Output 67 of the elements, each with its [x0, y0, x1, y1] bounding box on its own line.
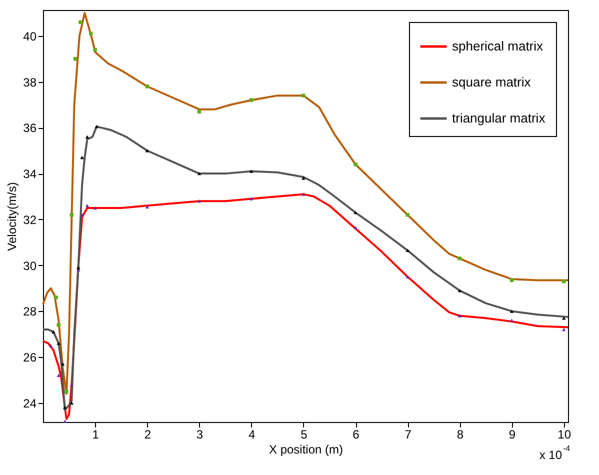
point — [93, 206, 97, 210]
x-tick-label: 4 — [248, 428, 256, 442]
x-tick-label: 8 — [456, 428, 464, 442]
point — [406, 248, 410, 252]
x-tick-label: 5 — [300, 428, 308, 442]
point — [60, 362, 65, 366]
point — [85, 204, 90, 208]
y-tick-label: 40 — [23, 29, 37, 44]
point — [458, 288, 462, 292]
point — [70, 401, 74, 405]
x-tick-label: 3 — [196, 428, 204, 442]
point — [406, 212, 410, 217]
y-tick-label: 32 — [23, 212, 37, 227]
point — [52, 330, 56, 334]
point — [354, 226, 358, 230]
y-tick-label: 38 — [23, 75, 37, 90]
legend-label: square matrix — [452, 74, 532, 90]
point — [93, 48, 97, 52]
point — [354, 162, 358, 166]
point — [302, 192, 306, 196]
x-tick-label: 2 — [144, 428, 152, 442]
point — [197, 172, 202, 176]
y-tick-label: 36 — [23, 121, 37, 136]
y-axis-title: Velocity(m/s) — [5, 182, 20, 251]
point — [302, 94, 306, 98]
point — [458, 256, 462, 260]
point — [145, 205, 150, 208]
point — [80, 156, 84, 160]
point — [64, 390, 68, 394]
point — [510, 310, 514, 313]
point — [85, 135, 90, 138]
point — [510, 318, 514, 322]
y-tick-label: 28 — [23, 304, 37, 319]
point — [145, 84, 150, 88]
point — [197, 199, 202, 203]
point — [406, 275, 410, 278]
line-series — [42, 126, 569, 411]
point — [249, 170, 254, 173]
x-tick-label: 9 — [508, 428, 516, 442]
point — [56, 323, 60, 327]
point — [89, 32, 93, 36]
point — [94, 124, 99, 128]
point — [63, 406, 67, 410]
point — [302, 176, 306, 180]
x-axis-title: X position (m) — [268, 442, 344, 456]
point — [562, 316, 566, 320]
point — [354, 210, 358, 214]
y-tick-label: 30 — [23, 258, 37, 273]
point — [78, 20, 82, 24]
legend-label: spherical matrix — [452, 38, 544, 54]
point — [458, 314, 462, 318]
point — [63, 420, 67, 423]
legend-label: triangular matrix — [452, 110, 546, 126]
point — [80, 213, 84, 216]
x-tick-label: 6 — [352, 428, 360, 442]
point — [249, 197, 254, 200]
point — [562, 328, 566, 332]
y-tick-label: 26 — [23, 350, 37, 365]
point — [54, 296, 58, 300]
point — [56, 342, 60, 345]
x-tick-label: 10 — [558, 428, 572, 442]
y-tick-label: 24 — [23, 396, 37, 410]
line-series — [42, 12, 569, 395]
x-tick-label: 7 — [404, 428, 412, 442]
y-tick-label: 34 — [23, 167, 37, 182]
x-tick-label: 1 — [92, 428, 100, 442]
point — [56, 374, 60, 378]
